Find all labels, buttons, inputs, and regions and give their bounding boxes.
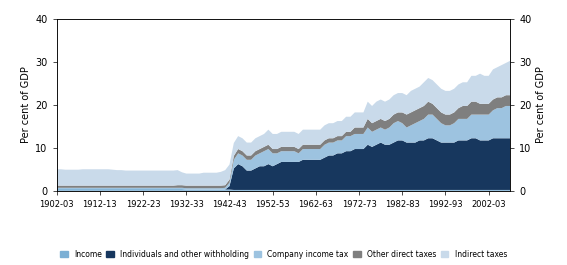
Y-axis label: Per cent of GDP: Per cent of GDP — [536, 66, 546, 143]
Y-axis label: Per cent of GDP: Per cent of GDP — [21, 66, 31, 143]
Legend: Income, Individuals and other withholding, Company income tax, Other direct taxe: Income, Individuals and other withholdin… — [60, 250, 507, 259]
